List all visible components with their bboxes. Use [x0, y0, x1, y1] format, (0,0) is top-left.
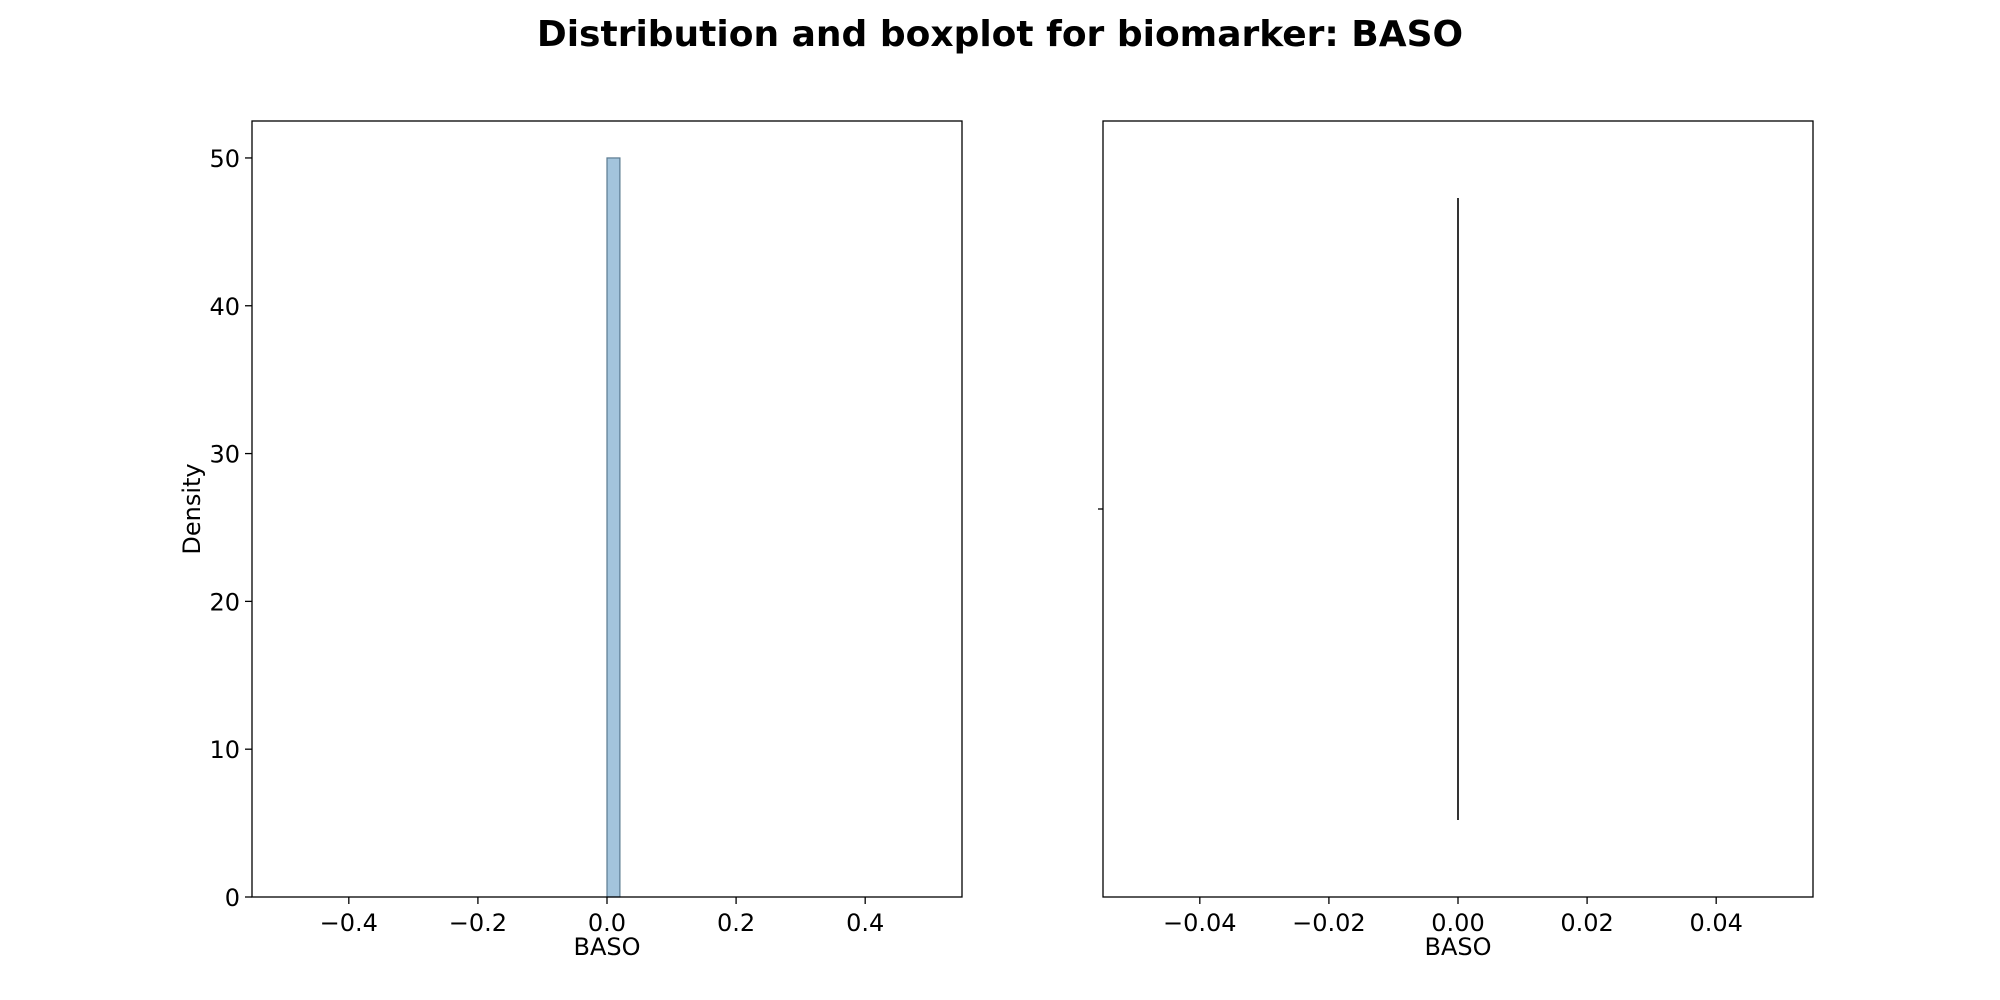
x-tick-label: −0.04 [1163, 909, 1237, 937]
x-axis-label: BASO [573, 933, 640, 961]
x-tick-label: −0.2 [449, 909, 507, 937]
y-tick-label: 10 [209, 736, 240, 764]
x-tick-label: 0.04 [1689, 909, 1742, 937]
x-tick-label: 0.2 [717, 909, 755, 937]
y-tick-label: 40 [209, 293, 240, 321]
y-tick-label: 30 [209, 441, 240, 469]
histogram-bar [606, 157, 621, 898]
x-tick-label: 0.02 [1560, 909, 1613, 937]
y-tick-label: 20 [209, 588, 240, 616]
x-axis-label: BASO [1424, 933, 1491, 961]
boxplot-panel: −0.04 −0.02 0.00 0.02 0.04 BASO [1098, 120, 1814, 961]
x-tick-label: 0.00 [1431, 909, 1484, 937]
histogram-panel: −0.4 −0.2 0.0 0.2 0.4 0 10 20 30 40 50 BASO Density [178, 120, 963, 961]
y-tick-label: 0 [225, 884, 240, 912]
y-tick-label: 50 [209, 145, 240, 173]
y-axis-label: Density [178, 463, 206, 554]
x-tick-label: 0.4 [846, 909, 884, 937]
chart-title: Distribution and boxplot for biomarker: … [537, 14, 1463, 55]
x-tick-label: 0.0 [588, 909, 626, 937]
x-tick-label: −0.4 [320, 909, 378, 937]
x-tick-label: −0.02 [1292, 909, 1366, 937]
